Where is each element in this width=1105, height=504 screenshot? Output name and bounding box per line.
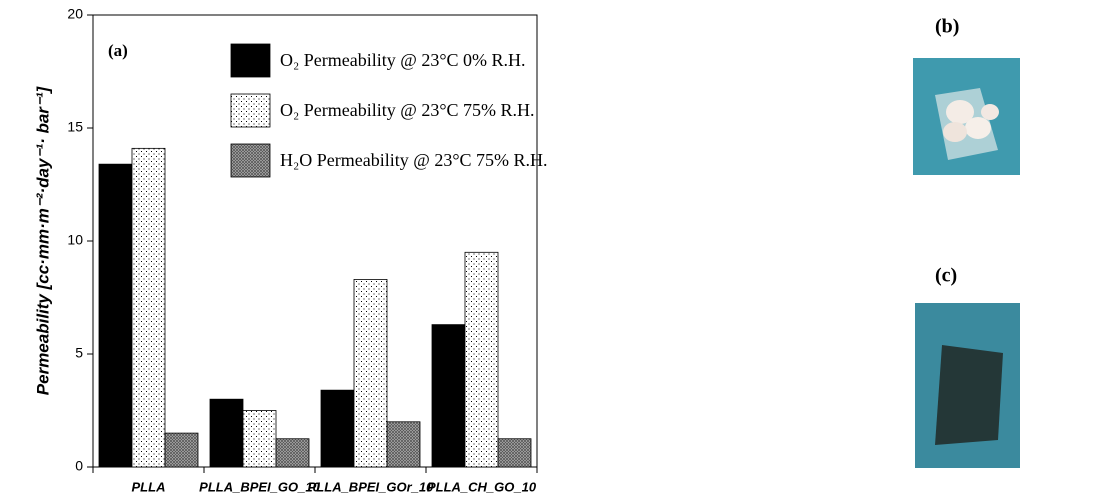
photo-c <box>915 303 1020 468</box>
legend-label: O₂ Permeability @ 23°C 0% R.H. <box>280 50 526 70</box>
legend-swatch <box>230 143 271 178</box>
y-axis-label: Permeability [cc·mm·m⁻²·day⁻¹· bar⁻¹] <box>33 85 52 395</box>
panel-label: (b) <box>935 16 959 38</box>
bar <box>386 421 421 468</box>
bar <box>320 389 355 468</box>
panel-label: (c) <box>935 265 957 287</box>
legend-label: H₂O Permeability @ 23°C 75% R.H. <box>280 150 548 170</box>
bar <box>497 438 532 468</box>
bar <box>164 432 199 468</box>
bar <box>464 251 499 468</box>
x-tick-label: PLLA_BPEI_GOr_10 <box>308 479 434 494</box>
y-tick-label: 10 <box>67 232 83 248</box>
bar <box>209 398 244 468</box>
bar <box>242 410 277 468</box>
panel-label: (a) <box>108 41 128 60</box>
x-tick-label: PLLA <box>132 479 166 494</box>
bar <box>98 163 133 468</box>
bar <box>131 147 166 468</box>
bar <box>431 324 466 468</box>
legend-swatch <box>230 93 271 128</box>
y-tick-label: 20 <box>67 6 83 22</box>
legend-label: O₂ Permeability @ 23°C 75% R.H. <box>280 100 535 120</box>
x-tick-label: PLLA_CH_GO_10 <box>427 479 537 494</box>
legend-swatch <box>230 43 271 78</box>
y-tick-label: 15 <box>67 119 83 135</box>
x-tick-label: PLLA_BPEI_GO_10 <box>199 479 320 494</box>
bar <box>353 279 388 468</box>
y-tick-label: 5 <box>75 345 83 361</box>
bar <box>275 438 310 468</box>
photo-b <box>913 58 1020 175</box>
y-tick-label: 0 <box>75 458 83 474</box>
